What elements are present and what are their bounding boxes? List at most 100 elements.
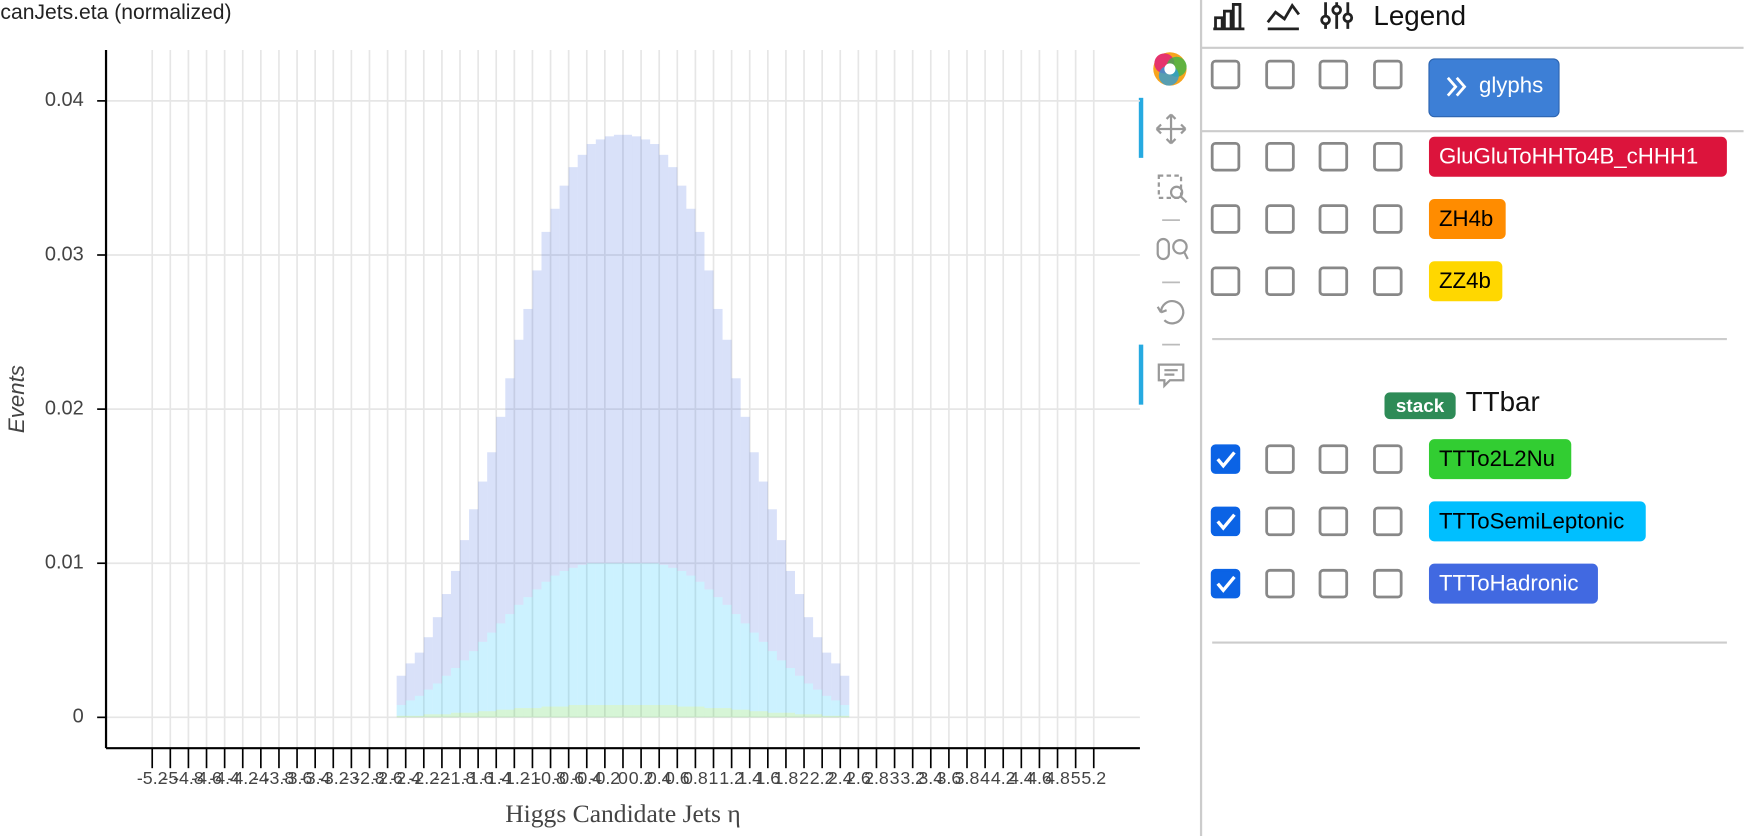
histogram-bar <box>541 231 551 582</box>
histogram-bar <box>487 452 497 633</box>
legend-chip[interactable] <box>1428 136 1727 177</box>
checkbox[interactable] <box>1210 142 1241 172</box>
x-tick-label: -0.2 <box>590 768 621 788</box>
histogram-bar <box>604 136 614 564</box>
pan-tool[interactable] <box>1155 113 1187 145</box>
checkbox[interactable] <box>1318 568 1349 599</box>
checkbox[interactable] <box>1210 568 1241 599</box>
histogram-bar <box>758 711 768 718</box>
x-tick-label: -3.4 <box>300 768 331 788</box>
checkbox[interactable] <box>1318 204 1349 234</box>
histogram-bar <box>496 709 506 718</box>
checkbox[interactable] <box>1318 506 1349 537</box>
checkbox[interactable] <box>1318 142 1349 172</box>
histogram-bar <box>423 637 433 690</box>
checkbox[interactable] <box>1210 204 1241 234</box>
y-tick-label: 0 <box>73 706 84 728</box>
plot: 00.010.020.030.04-5.2-5-4.8-4.6-4.4-4.2-… <box>45 50 1140 788</box>
histogram-bar <box>686 208 696 576</box>
wheel-zoom-tool[interactable] <box>1156 237 1189 261</box>
x-tick-label: 4.2 <box>991 768 1016 788</box>
histogram-bar <box>559 570 569 707</box>
histogram-bar <box>668 705 678 718</box>
histogram-bar <box>776 712 786 718</box>
histogram-bar <box>822 715 832 718</box>
checkbox[interactable] <box>1265 142 1295 172</box>
toolbar <box>1138 52 1189 405</box>
checkbox[interactable] <box>1265 568 1295 599</box>
checkbox[interactable] <box>1373 59 1403 90</box>
legend-label: ZH4b <box>1439 206 1493 231</box>
histogram-bar <box>767 712 777 718</box>
checkbox[interactable] <box>1265 444 1295 474</box>
active-indicator <box>1138 344 1144 405</box>
x-tick-label: -0.4 <box>571 768 602 788</box>
histogram-bar <box>441 594 451 676</box>
checkbox[interactable] <box>1265 266 1295 296</box>
checkbox[interactable] <box>1318 444 1349 474</box>
reset-tool[interactable] <box>1156 300 1185 325</box>
histogram-bar <box>731 614 741 710</box>
line-icon[interactable] <box>1266 3 1301 31</box>
histogram-bar <box>704 270 714 590</box>
checkbox[interactable] <box>1265 506 1295 537</box>
legend-chip[interactable] <box>1428 261 1503 302</box>
checkmark <box>1216 451 1236 469</box>
x-tick-label: -1.8 <box>445 768 476 788</box>
checkbox[interactable] <box>1265 59 1295 90</box>
checkbox[interactable] <box>1373 568 1403 599</box>
histogram-bar <box>668 567 678 706</box>
checkbox[interactable] <box>1318 59 1349 90</box>
checkbox[interactable] <box>1210 506 1241 537</box>
histogram-bar <box>586 144 596 564</box>
histogram-bar <box>695 581 705 707</box>
hover-tool[interactable] <box>1157 363 1185 389</box>
legend-chip[interactable] <box>1428 439 1572 480</box>
checkbox[interactable] <box>1265 204 1295 234</box>
histogram-bar <box>414 652 424 696</box>
histogram-bar <box>487 711 497 718</box>
legend-chip[interactable] <box>1428 198 1506 240</box>
histogram-bar <box>813 714 823 718</box>
box-zoom-tool[interactable] <box>1157 174 1188 204</box>
checkbox[interactable] <box>1373 444 1403 474</box>
histogram-bar <box>514 604 524 709</box>
checkbox[interactable] <box>1373 204 1403 234</box>
glyphs-button[interactable]: glyphs <box>1428 58 1560 118</box>
histogram-bar <box>659 564 669 706</box>
x-tick-label: -2 <box>434 768 450 788</box>
histogram-bar <box>550 575 560 707</box>
checkbox[interactable] <box>1318 266 1349 296</box>
legend-chip[interactable] <box>1428 563 1598 604</box>
histogram-bar <box>505 709 515 718</box>
histogram-bar <box>550 706 560 718</box>
legend-chip[interactable] <box>1428 501 1646 542</box>
histogram-bar <box>505 614 515 710</box>
bokeh-logo[interactable] <box>1153 52 1187 86</box>
histogram-bar <box>785 570 795 669</box>
x-tick-label: -4.8 <box>173 768 204 788</box>
checkbox[interactable] <box>1210 266 1241 296</box>
histogram-bar <box>641 563 651 706</box>
histogram-bar <box>695 706 705 718</box>
histogram-bar <box>831 715 841 718</box>
histogram-bar <box>568 705 578 718</box>
histogram-bar <box>460 712 470 718</box>
x-tick-label: -1.2 <box>499 768 530 788</box>
toolbar-divider <box>1162 219 1180 346</box>
x-tick-label: 5.2 <box>1081 768 1106 788</box>
histogram-bar <box>677 706 687 718</box>
chart-title: canJets.eta (normalized) <box>0 1 231 24</box>
checkbox[interactable] <box>1210 444 1241 474</box>
checkbox[interactable] <box>1373 266 1403 296</box>
checkbox[interactable] <box>1373 506 1403 537</box>
histogram-bar <box>785 712 795 718</box>
x-tick-label: 1.8 <box>774 768 799 788</box>
checkbox[interactable] <box>1373 142 1403 172</box>
checkbox[interactable] <box>1210 59 1241 90</box>
bar-icon[interactable] <box>1213 3 1245 31</box>
histogram-bar <box>776 660 786 713</box>
histogram-bar <box>659 705 669 718</box>
histogram-bar <box>532 708 542 718</box>
